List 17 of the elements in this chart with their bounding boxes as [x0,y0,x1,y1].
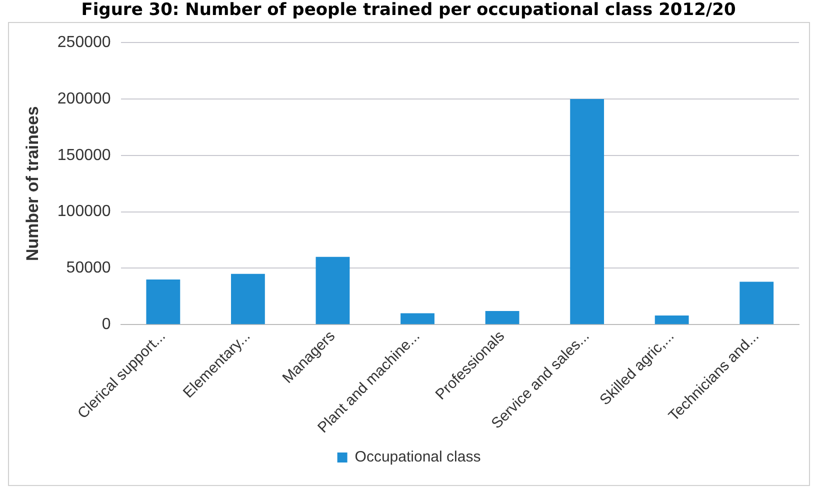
y-tick-label: 0 [102,316,111,333]
bar [146,279,180,324]
y-axis-title: Number of trainees [22,106,42,262]
bar [485,311,520,324]
bar [654,316,689,324]
bar [231,274,265,324]
y-tick-label: 100000 [57,203,111,220]
bar [400,313,434,324]
y-tick-label: 250000 [57,34,111,52]
bar [740,282,774,324]
bar [570,98,604,324]
y-tick-label: 50000 [66,260,111,277]
chart-title: Figure 30: Number of people trained per occupational class 2012/20 [80,0,737,20]
y-tick-label: 200000 [57,90,111,108]
bar [316,256,350,324]
y-tick-label: 150000 [57,146,111,164]
legend-label: Occupational class [354,448,481,466]
